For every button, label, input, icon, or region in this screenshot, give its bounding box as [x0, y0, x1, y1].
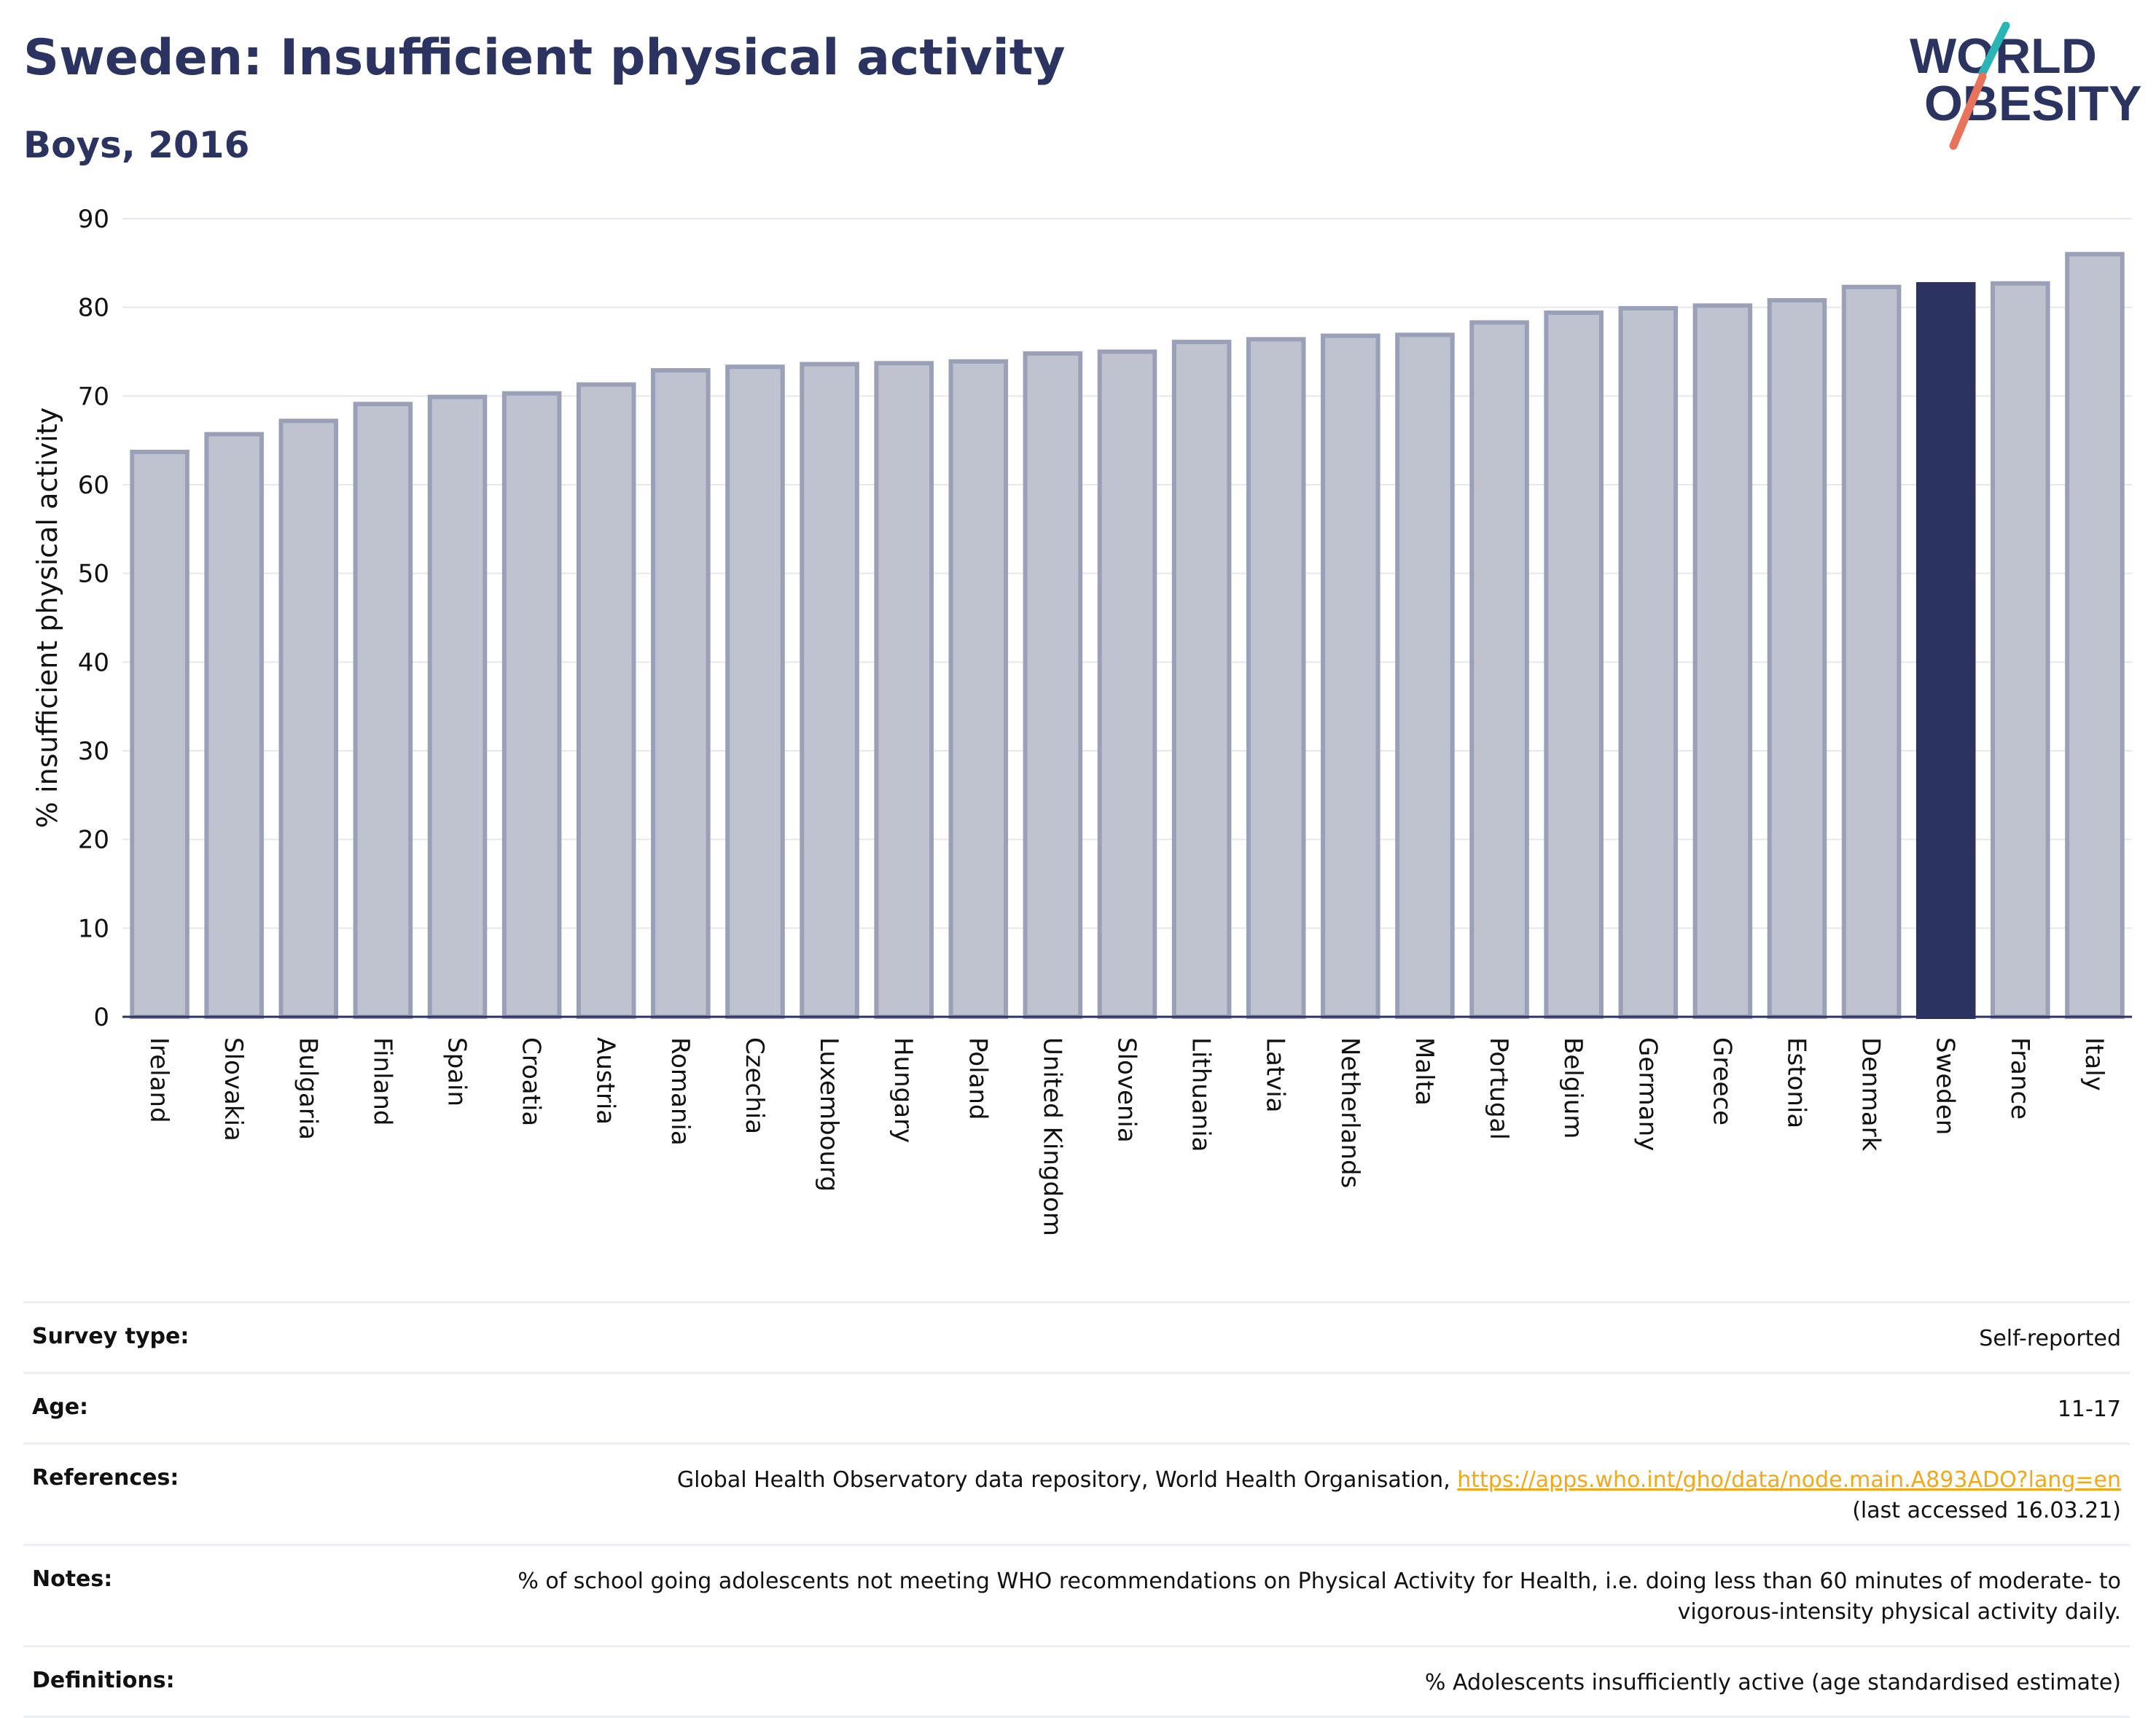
y-tick-label: 40: [78, 648, 109, 677]
info-row-definitions: Definitions: % Adolescents insufficientl…: [23, 1645, 2130, 1718]
x-tick-label: Czechia: [740, 1037, 769, 1134]
x-tick-label: Estonia: [1782, 1037, 1811, 1128]
bar: [1321, 333, 1380, 1020]
info-label: Definitions:: [32, 1668, 175, 1693]
x-tick-label: Latvia: [1261, 1037, 1290, 1113]
bar: [874, 361, 934, 1020]
info-row-age: Age: 11-17: [23, 1372, 2130, 1442]
info-value: Self-reported: [1979, 1326, 2121, 1351]
x-tick-label: Denmark: [1856, 1037, 1886, 1152]
bar: [501, 391, 562, 1019]
bar-highlight: [1915, 282, 1976, 1019]
x-tick-label: Belgium: [1558, 1037, 1587, 1139]
y-tick-label: 20: [78, 826, 109, 855]
x-tick-label: Slovakia: [219, 1037, 248, 1141]
bar: [353, 402, 413, 1019]
bar: [948, 359, 1009, 1019]
bar: [1246, 337, 1306, 1019]
bar: [576, 382, 636, 1019]
y-tick-label: 30: [78, 737, 109, 766]
x-tick-label: Romania: [665, 1037, 695, 1146]
y-tick-label: 60: [78, 471, 109, 500]
x-tick-label: Lithuania: [1187, 1037, 1216, 1152]
logo-slash-teal: [1978, 22, 2010, 77]
bar-chart: 0 10 20 30 40 50 60 70 80 90 % insufficient physic…: [31, 205, 2132, 1236]
x-tick-label: Greece: [1707, 1037, 1736, 1125]
bar: [1841, 284, 1902, 1019]
x-tick-label: Bulgaria: [293, 1037, 322, 1140]
x-tick-label: Slovenia: [1112, 1037, 1141, 1143]
info-row-notes: Notes: % of school going adolescents not…: [23, 1544, 2130, 1645]
info-table: Survey type: Self-reported Age: 11-17 Re…: [23, 1301, 2130, 1718]
y-tick-label: 0: [93, 1003, 109, 1032]
bar: [204, 432, 264, 1019]
bar: [1692, 303, 1753, 1019]
reference-accessed: (last accessed 16.03.21): [1852, 1498, 2121, 1523]
x-tick-label: United Kingdom: [1037, 1037, 1066, 1236]
bar: [1171, 340, 1232, 1020]
info-row-survey-type: Survey type: Self-reported: [23, 1301, 2130, 1372]
info-label: Survey type:: [32, 1324, 190, 1349]
x-tick-label: Malta: [1410, 1037, 1439, 1106]
world-obesity-logo[interactable]: WORLD OBESITY: [1895, 22, 2143, 153]
chart-title: Sweden: Insufficient physical activity: [23, 29, 1066, 87]
chart-subtitle: Boys, 2016: [23, 124, 250, 166]
bar: [1097, 349, 1157, 1019]
x-tick-label: Poland: [963, 1037, 992, 1120]
reference-link[interactable]: https://apps.who.int/gho/data/node.main.…: [1457, 1467, 2121, 1493]
x-tick-label: Italy: [2079, 1037, 2109, 1091]
bar: [651, 368, 711, 1019]
bar: [725, 364, 785, 1019]
x-tick-label: Croatia: [517, 1037, 546, 1126]
x-tick-label: Sweden: [1931, 1037, 1960, 1135]
bar: [130, 449, 190, 1019]
info-label: References:: [32, 1465, 179, 1491]
info-row-references: References: Global Health Observatory da…: [23, 1442, 2130, 1544]
bar: [1618, 305, 1679, 1019]
bar: [427, 394, 488, 1019]
bar: [1544, 310, 1604, 1019]
y-axis-label: % insufficient physical activity: [31, 407, 63, 828]
x-tick-label: Germany: [1633, 1037, 1662, 1151]
x-tick-label: Ireland: [144, 1037, 173, 1123]
x-tick-label: Luxembourg: [814, 1037, 843, 1192]
info-label: Notes:: [32, 1566, 113, 1592]
x-tick-label: Spain: [442, 1037, 472, 1106]
x-tick-label: Portugal: [1484, 1037, 1513, 1140]
bar: [1991, 281, 2050, 1020]
x-tick-label: France: [2005, 1037, 2034, 1120]
bar: [1767, 297, 1827, 1019]
x-tick-label: Austria: [591, 1037, 620, 1125]
info-value: Global Health Observatory data repositor…: [677, 1465, 2121, 1526]
bar: [278, 418, 339, 1019]
x-tick-label: Hungary: [888, 1037, 918, 1143]
reference-text: Global Health Observatory data repositor…: [676, 1467, 1458, 1493]
logo-slash-coral: [1949, 72, 1987, 150]
bar: [800, 362, 859, 1019]
bar: [1469, 320, 1529, 1020]
y-tick-label: 80: [78, 294, 109, 323]
y-tick-label: 70: [78, 382, 109, 411]
bar: [1395, 332, 1455, 1019]
info-value: 11-17: [2057, 1397, 2121, 1422]
bar: [2065, 251, 2125, 1020]
info-value: % of school going adolescents not meetin…: [517, 1569, 2121, 1625]
x-tick-label: Finland: [367, 1037, 397, 1126]
x-tick-label: Netherlands: [1335, 1037, 1364, 1188]
info-label: Age:: [32, 1394, 89, 1420]
info-value: % Adolescents insufficiently active (age…: [1424, 1670, 2121, 1695]
y-tick-label: 10: [78, 914, 109, 943]
bar: [1023, 351, 1083, 1019]
y-tick-label: 90: [78, 205, 109, 234]
y-tick-label: 50: [78, 560, 109, 589]
